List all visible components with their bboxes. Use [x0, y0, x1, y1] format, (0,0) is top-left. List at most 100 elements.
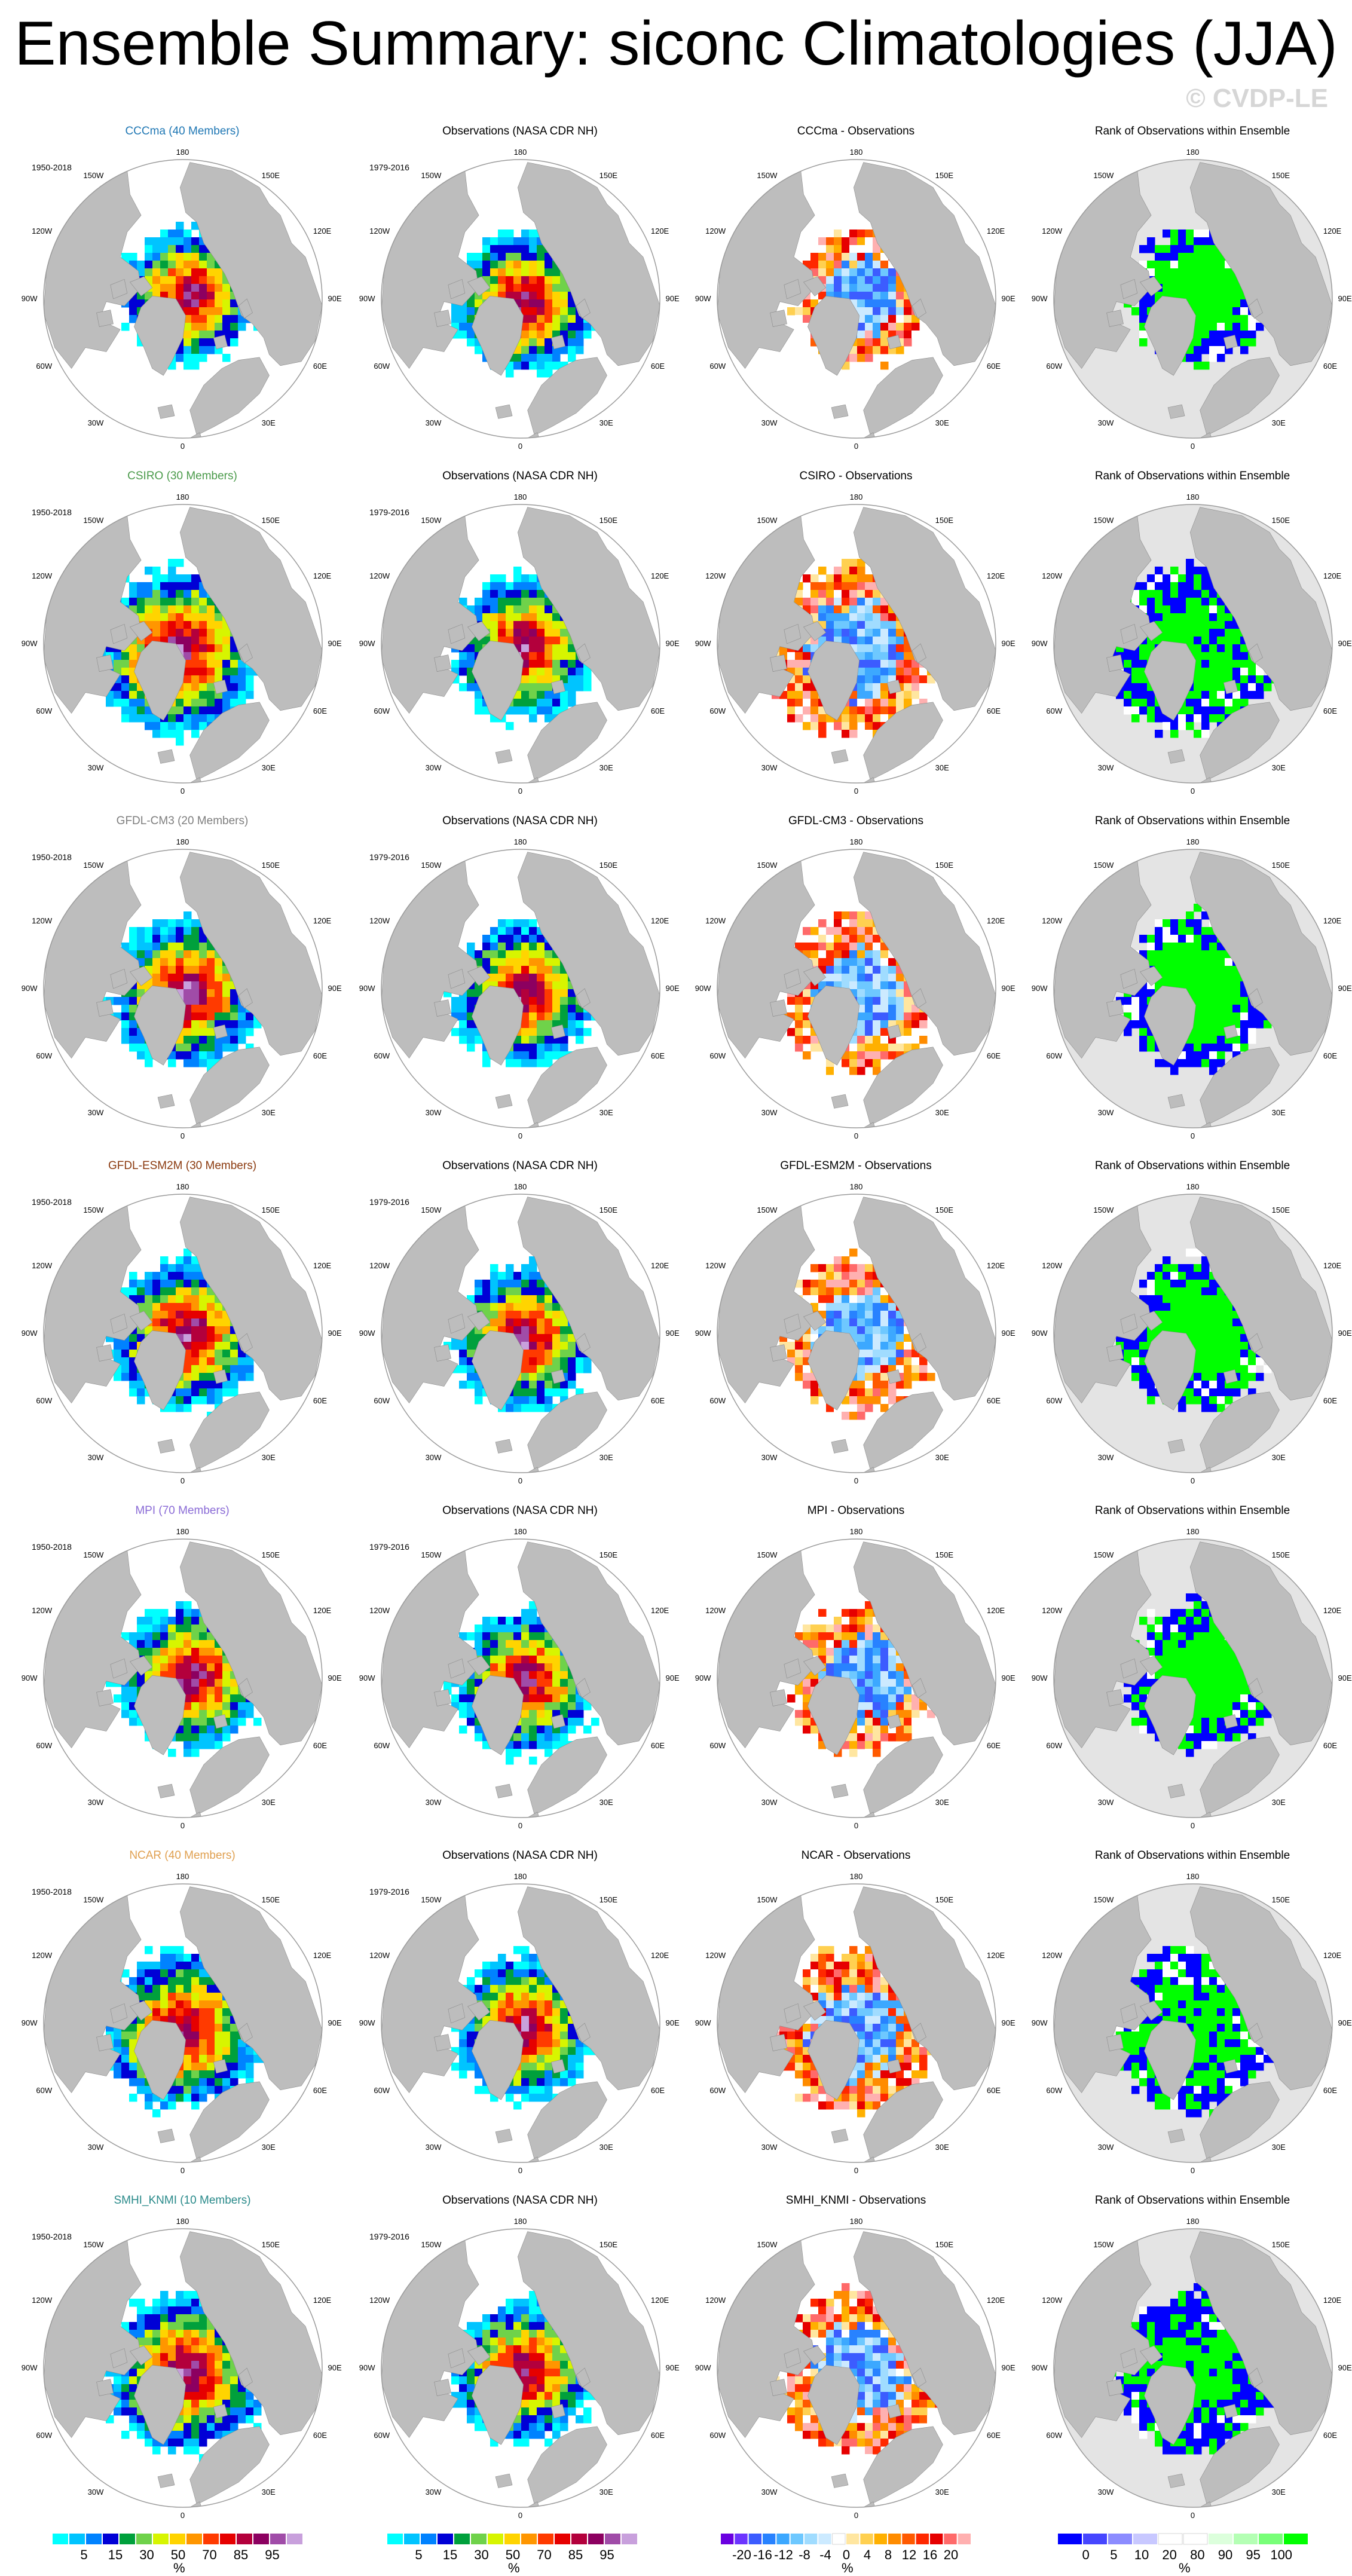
colorbar-swatch: [1108, 2534, 1132, 2544]
colorbar-swatch: [958, 2534, 971, 2544]
map-tick-label: 180: [1181, 2217, 1205, 2226]
colorbar-swatch: [471, 2534, 487, 2544]
map-tick-label: 150E: [599, 171, 617, 180]
map-tick-label: 120W: [25, 2296, 52, 2305]
map-tick-label: 150W: [1086, 171, 1114, 180]
map-tick-label: 60E: [1323, 362, 1337, 371]
map-obs-6: [380, 2228, 661, 2508]
map-tick-label: 60E: [1323, 2431, 1337, 2440]
panel-title-rank: Rank of Observations within Ensemble: [1025, 124, 1352, 139]
map-tick-label: 60W: [362, 1741, 390, 1750]
period-label: 1950-2018: [32, 2232, 72, 2241]
map-tick-label: 30W: [750, 1108, 777, 1117]
map-rank-1: [1053, 503, 1333, 784]
colorbar-tick-label: 10: [1131, 2547, 1152, 2563]
map-tick-label: 60W: [1035, 2086, 1062, 2095]
colorbar-swatch: [888, 2534, 901, 2544]
map-tick-label: 60E: [1323, 2086, 1337, 2095]
map-tick-label: 30E: [262, 2143, 276, 2152]
map-tick-label: 60E: [313, 1741, 327, 1750]
map-tick-label: 30E: [599, 2488, 613, 2497]
map-tick-label: 90W: [348, 294, 375, 303]
colorbar-tick-label: 20: [940, 2547, 962, 2563]
map-tick-label: 120E: [1323, 227, 1341, 235]
map-tick-label: 30E: [1272, 2488, 1286, 2497]
period-label: 1979-2016: [369, 1887, 409, 1896]
map-tick-label: 60W: [25, 1051, 52, 1060]
map-tick-label: 60W: [1035, 1741, 1062, 1750]
map-tick-label: 150E: [1272, 171, 1290, 180]
map-tick-label: 90E: [328, 1674, 342, 1682]
map-tick-label: 150E: [1272, 1550, 1290, 1559]
colorbar-swatch: [902, 2534, 914, 2544]
map-tick-label: 90E: [666, 2018, 680, 2027]
colorbar-swatch: [504, 2534, 520, 2544]
map-tick-label: 60W: [362, 1396, 390, 1405]
map-tick-label: 150W: [750, 1206, 777, 1214]
map-tick-label: 180: [845, 148, 868, 157]
map-tick-label: 180: [845, 837, 868, 846]
map-tick-label: 90E: [666, 1329, 680, 1338]
map-tick-label: 120E: [313, 571, 331, 580]
map-tick-label: 0: [1181, 1131, 1205, 1140]
map-tick-label: 0: [509, 442, 533, 451]
colorbar-tick-label: -16: [752, 2547, 773, 2563]
colorbar-tick-label: 5: [1103, 2547, 1124, 2563]
map-tick-label: 90W: [10, 2363, 38, 2372]
map-tick-label: 0: [171, 442, 195, 451]
map-tick-label: 90E: [666, 294, 680, 303]
map-tick-label: 150E: [599, 1550, 617, 1559]
map-tick-label: 150W: [414, 1895, 441, 1904]
colorbar-swatch: [421, 2534, 436, 2544]
panel-title-model: NCAR (40 Members): [15, 1849, 350, 1863]
colorbar-swatch: [916, 2534, 929, 2544]
map-tick-label: 180: [1181, 1872, 1205, 1881]
colorbar-swatch: [763, 2534, 775, 2544]
panel-title-obs: Observations (NASA CDR NH): [353, 1159, 687, 1173]
map-tick-label: 180: [1181, 1182, 1205, 1191]
map-tick-label: 30E: [935, 1798, 949, 1807]
colorbar-swatch: [1158, 2534, 1182, 2544]
colorbar-swatch: [791, 2534, 803, 2544]
period-label: 1979-2016: [369, 852, 409, 862]
map-tick-label: 90W: [10, 2018, 38, 2027]
map-tick-label: 150E: [1272, 861, 1290, 870]
colorbar-swatch: [387, 2534, 403, 2544]
map-tick-label: 150W: [1086, 1206, 1114, 1214]
map-tick-label: 60W: [362, 1051, 390, 1060]
map-tick-label: 0: [171, 2511, 195, 2520]
colorbar-swatch: [1058, 2534, 1082, 2544]
map-tick-label: 60W: [362, 706, 390, 715]
map-tick-label: 0: [845, 1476, 868, 1485]
map-model-0: [42, 158, 323, 439]
map-tick-label: 150W: [1086, 516, 1114, 525]
map-tick-label: 150W: [76, 516, 103, 525]
map-tick-label: 90E: [328, 2018, 342, 2027]
map-tick-label: 150W: [414, 2240, 441, 2249]
map-tick-label: 90W: [348, 984, 375, 993]
colorbar-tick-label: 12: [898, 2547, 920, 2563]
map-tick-label: 60W: [1035, 706, 1062, 715]
colorbar-swatch: [605, 2534, 620, 2544]
map-tick-label: 150E: [1272, 1206, 1290, 1214]
map-tick-label: 90W: [10, 294, 38, 303]
map-tick-label: 60E: [651, 362, 665, 371]
map-tick-label: 120E: [987, 2296, 1005, 2305]
period-label: 1979-2016: [369, 2232, 409, 2241]
map-diff-6: [716, 2228, 997, 2508]
colorbar-tick-label: -12: [773, 2547, 794, 2563]
colorbar-tick-label: 5: [408, 2547, 430, 2563]
map-tick-label: 150E: [262, 1895, 280, 1904]
map-tick-label: 150W: [750, 861, 777, 870]
map-tick-label: 120W: [25, 1261, 52, 1270]
map-tick-label: 150E: [935, 2240, 953, 2249]
map-tick-label: 30E: [1272, 1108, 1286, 1117]
map-tick-label: 150E: [1272, 2240, 1290, 2249]
panel-title-model: GFDL-CM3 (20 Members): [15, 814, 350, 828]
map-tick-label: 90E: [328, 984, 342, 993]
colorbar-swatch: [270, 2534, 286, 2544]
map-tick-label: 90W: [684, 294, 711, 303]
map-tick-label: 90W: [348, 1674, 375, 1682]
map-tick-label: 90E: [666, 1674, 680, 1682]
map-tick-label: 90W: [10, 984, 38, 993]
